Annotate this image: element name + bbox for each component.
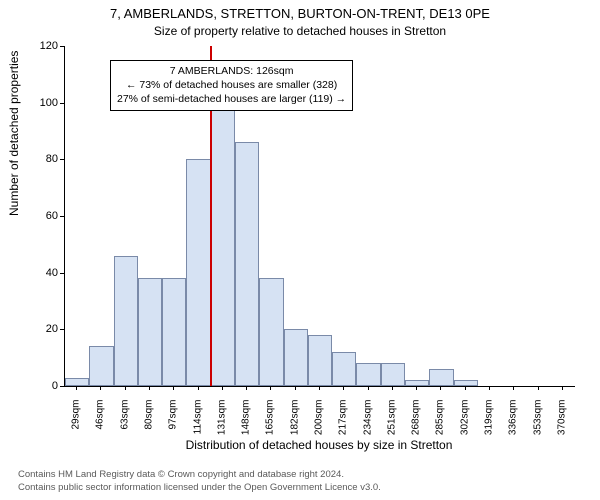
y-axis-title: Number of detached properties xyxy=(7,51,21,216)
x-tick-mark xyxy=(489,386,490,390)
histogram-bar xyxy=(162,278,186,386)
x-tick-mark xyxy=(465,386,466,390)
x-tick-mark xyxy=(100,386,101,390)
y-tick-label: 120 xyxy=(28,40,58,52)
x-tick-mark xyxy=(416,386,417,390)
y-tick-label: 0 xyxy=(28,380,58,392)
x-tick-mark xyxy=(149,386,150,390)
x-axis-title: Distribution of detached houses by size … xyxy=(64,438,574,452)
x-tick-mark xyxy=(562,386,563,390)
x-tick-mark xyxy=(368,386,369,390)
histogram-bar xyxy=(454,380,478,386)
y-tick-label: 80 xyxy=(28,153,58,165)
x-tick-mark xyxy=(392,386,393,390)
x-tick-mark xyxy=(222,386,223,390)
footnote-1: Contains HM Land Registry data © Crown c… xyxy=(18,469,344,480)
histogram-bar xyxy=(381,363,405,386)
x-tick-mark xyxy=(343,386,344,390)
y-tick-label: 100 xyxy=(28,97,58,109)
x-tick-mark xyxy=(319,386,320,390)
annotation-line-1: 7 AMBERLANDS: 126sqm xyxy=(117,64,346,78)
x-tick-mark xyxy=(173,386,174,390)
annotation-line-2: ← 73% of detached houses are smaller (32… xyxy=(117,78,346,92)
x-tick-mark xyxy=(125,386,126,390)
x-tick-mark xyxy=(76,386,77,390)
histogram-bar xyxy=(259,278,283,386)
histogram-bar xyxy=(211,108,235,386)
histogram-bar xyxy=(138,278,162,386)
x-tick-mark xyxy=(295,386,296,390)
y-tick-label: 20 xyxy=(28,323,58,335)
histogram-bar xyxy=(89,346,113,386)
footnote-2: Contains public sector information licen… xyxy=(18,482,381,493)
histogram-bar xyxy=(65,378,89,387)
histogram-bar xyxy=(308,335,332,386)
chart-title-main: 7, AMBERLANDS, STRETTON, BURTON-ON-TRENT… xyxy=(0,6,600,21)
annotation-box: 7 AMBERLANDS: 126sqm ← 73% of detached h… xyxy=(110,60,353,111)
x-tick-mark xyxy=(198,386,199,390)
histogram-bar xyxy=(114,256,138,386)
histogram-bar xyxy=(186,159,210,386)
histogram-bar xyxy=(405,380,429,386)
histogram-chart: 7, AMBERLANDS, STRETTON, BURTON-ON-TRENT… xyxy=(0,0,600,500)
histogram-bar xyxy=(235,142,259,386)
annotation-line-3: 27% of semi-detached houses are larger (… xyxy=(117,92,346,106)
x-tick-mark xyxy=(270,386,271,390)
histogram-bar xyxy=(429,369,453,386)
chart-title-sub: Size of property relative to detached ho… xyxy=(0,24,600,38)
histogram-bar xyxy=(356,363,380,386)
y-tick-label: 40 xyxy=(28,267,58,279)
histogram-bar xyxy=(284,329,308,386)
x-tick-mark xyxy=(246,386,247,390)
x-tick-mark xyxy=(440,386,441,390)
y-tick-label: 60 xyxy=(28,210,58,222)
histogram-bar xyxy=(332,352,356,386)
x-tick-mark xyxy=(538,386,539,390)
x-tick-mark xyxy=(513,386,514,390)
